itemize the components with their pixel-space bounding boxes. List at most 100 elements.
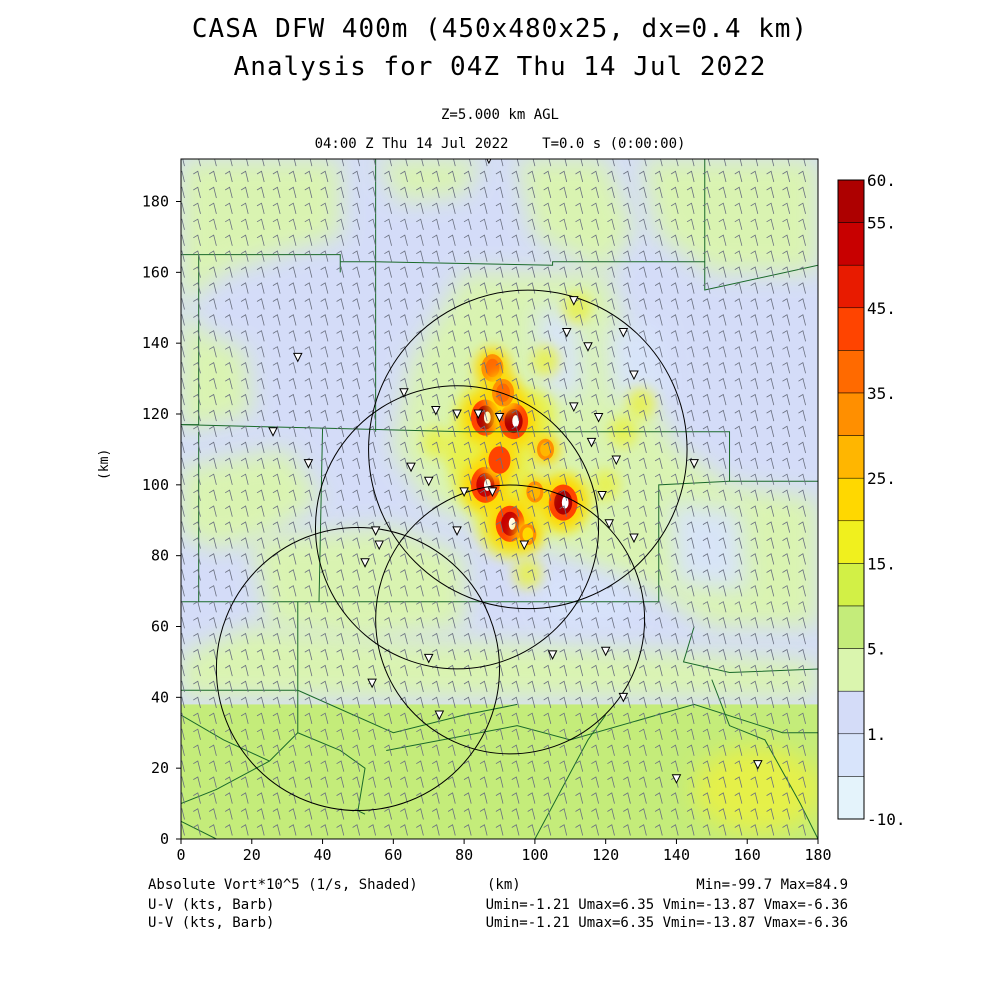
wind-barb (352, 664, 361, 677)
wind-barb (495, 569, 504, 581)
wind-barb (623, 712, 631, 724)
wind-barb (591, 616, 599, 629)
wind-barb (400, 489, 408, 501)
wind-barb (798, 330, 806, 342)
wind-barb (463, 664, 472, 677)
wind-barb (607, 776, 615, 788)
wind-barb (288, 824, 297, 836)
wind-barb (607, 457, 615, 469)
wind-barb (288, 441, 297, 454)
wind-barb (431, 377, 440, 390)
wind-barb (181, 393, 185, 406)
wind-barb (400, 728, 408, 740)
wind-barb (702, 696, 711, 709)
wind-barb (463, 266, 472, 278)
wind-barb (511, 170, 520, 183)
wind-barb (591, 218, 599, 230)
wind-barb (272, 792, 281, 804)
y-tick-label: 80 (151, 547, 169, 565)
wind-barb (702, 409, 711, 422)
wind-barb (288, 314, 297, 326)
colorbar-label: 25. (867, 469, 896, 488)
wind-barb (224, 648, 233, 661)
wind-barb (686, 218, 695, 230)
wind-barb (416, 728, 424, 740)
wind-barb (718, 218, 727, 230)
wind-barb (384, 218, 392, 230)
wind-barb (208, 234, 217, 246)
wind-barb (256, 393, 265, 406)
wind-barb (384, 202, 392, 214)
wind-barb (352, 728, 361, 740)
wind-barb (288, 298, 297, 310)
wind-barb (336, 330, 345, 342)
wind-barb (336, 473, 345, 485)
wind-barb (181, 792, 185, 804)
wind-barb (447, 648, 456, 661)
wind-barb (208, 505, 217, 517)
wind-barb (193, 585, 201, 597)
wind-barb (670, 680, 679, 693)
wind-barb (543, 553, 552, 565)
wind-barb (400, 744, 408, 756)
wind-barb (782, 473, 791, 485)
wind-barb (352, 409, 361, 422)
wind-barb (527, 728, 536, 740)
wind-barb (447, 250, 456, 262)
wind-barb (416, 393, 424, 406)
wind-barb (447, 760, 456, 772)
wind-barb (198, 159, 201, 167)
wind-barb (527, 712, 536, 724)
wind-barb (240, 186, 249, 199)
wind-barb (320, 473, 329, 485)
wind-barb (495, 505, 504, 517)
station-marker (423, 476, 434, 487)
wind-barb (702, 314, 711, 326)
wind-barb (288, 505, 297, 517)
wind-barb (750, 585, 759, 597)
wind-barb (368, 282, 376, 294)
vorticity-cell-peak (512, 415, 520, 428)
wind-barb (304, 473, 313, 485)
wind-barb (193, 425, 201, 438)
wind-barb (304, 648, 313, 661)
wind-barb (384, 250, 392, 262)
wind-barb (352, 298, 361, 310)
wind-barb (686, 473, 695, 485)
wind-barb (495, 457, 504, 469)
wind-barb (431, 266, 440, 278)
wind-barb (766, 616, 775, 629)
wind-barb (607, 314, 615, 326)
wind-barb (623, 616, 631, 629)
wind-barb (607, 250, 615, 262)
wind-barb (181, 361, 185, 374)
wind-barb (527, 553, 536, 565)
wind-barb (527, 505, 536, 517)
wind-barb (511, 792, 520, 804)
wind-barb (352, 569, 361, 581)
wind-barb (782, 648, 791, 661)
wind-barb (543, 202, 552, 214)
wind-barb (400, 170, 408, 183)
wind-barb (527, 409, 536, 422)
y-tick-label: 40 (151, 688, 169, 706)
wind-barb (240, 346, 249, 358)
wind-barb (766, 760, 775, 772)
wind-barb (447, 744, 456, 756)
wind-barb (277, 159, 281, 167)
wind-barb (304, 728, 313, 740)
wind-barb (304, 680, 313, 693)
wind-barb (559, 648, 568, 661)
wind-barb (686, 409, 695, 422)
wind-barb (479, 616, 488, 629)
wind-barb (591, 808, 599, 820)
wind-barb (304, 616, 313, 629)
wind-barb (272, 250, 281, 262)
wind-barb (718, 425, 727, 438)
wind-barb (532, 159, 536, 167)
wind-barb (591, 266, 599, 278)
wind-barb (352, 553, 361, 565)
wind-barb (750, 728, 759, 740)
wind-barb (495, 282, 504, 294)
wind-barb (304, 601, 313, 613)
